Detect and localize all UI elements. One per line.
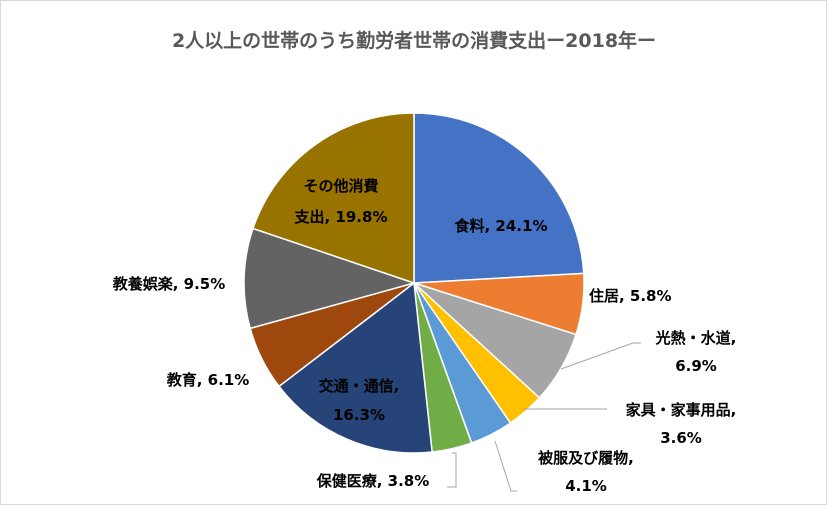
pie-slices <box>243 112 585 454</box>
leader-lines <box>447 342 641 492</box>
data-label-education: 教育, 6.1% <box>166 371 250 389</box>
data-label-utilities-2: 6.9% <box>675 357 717 375</box>
pie-slice-6 <box>277 281 433 454</box>
pie-slice-8 <box>243 227 417 330</box>
data-label-food: 食料, 24.1% <box>455 217 548 235</box>
leader-line-clothing <box>494 440 517 492</box>
chart-title: 2人以上の世帯のうち勤労者世帯の消費支出ー2018年ー <box>172 29 656 52</box>
data-label-culture: 教養娯楽, 9.5% <box>112 275 226 293</box>
data-label-transport-1: 交通・通信, <box>319 377 400 395</box>
data-label-clothing-1: 被服及び履物, <box>538 449 634 467</box>
data-label-clothing-2: 4.1% <box>565 477 607 495</box>
leader-line-utilities <box>560 342 641 370</box>
data-label-furniture-2: 3.6% <box>660 429 702 447</box>
pie-slice-9 <box>252 112 415 285</box>
pie-slice-0 <box>413 112 585 284</box>
data-label-other-1: その他消費 <box>303 177 378 195</box>
data-label-other-2: 支出, 19.8% <box>294 208 388 226</box>
data-label-utilities-1: 光熱・水道, <box>655 329 737 347</box>
data-label-transport-2: 16.3% <box>333 406 385 424</box>
data-label-furniture-1: 家具・家事用品, <box>626 401 737 419</box>
data-label-medical: 保健医療, 3.8% <box>316 472 430 490</box>
data-label-housing: 住居, 5.8% <box>589 287 672 305</box>
leader-line-medical <box>447 452 457 488</box>
